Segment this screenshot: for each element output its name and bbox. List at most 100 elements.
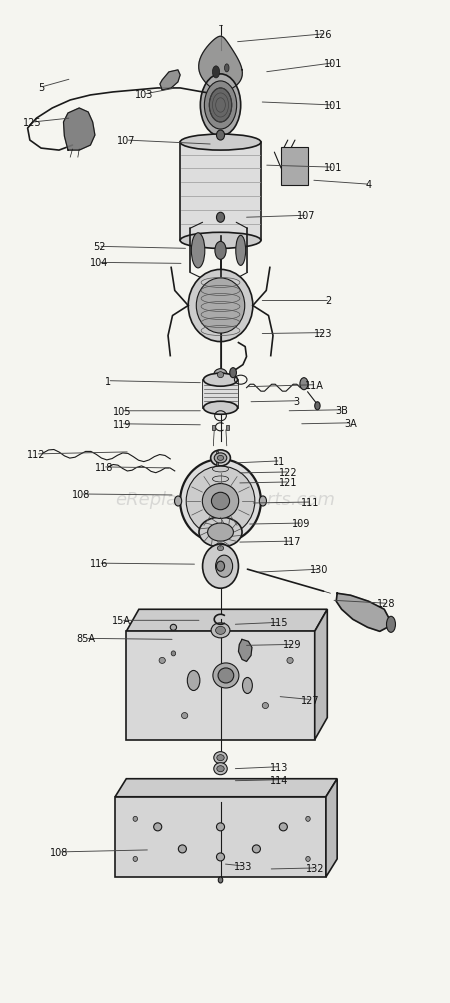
Text: 85A: 85A bbox=[76, 634, 95, 644]
Bar bbox=[281, 147, 308, 186]
Ellipse shape bbox=[178, 846, 186, 854]
Ellipse shape bbox=[216, 556, 233, 578]
Text: 114: 114 bbox=[270, 775, 288, 785]
Text: 107: 107 bbox=[117, 136, 135, 145]
Text: 116: 116 bbox=[90, 559, 108, 569]
Ellipse shape bbox=[180, 135, 261, 150]
Ellipse shape bbox=[202, 484, 238, 519]
Text: 122: 122 bbox=[279, 467, 297, 477]
Text: 3B: 3B bbox=[335, 405, 348, 415]
Polygon shape bbox=[63, 109, 95, 150]
Ellipse shape bbox=[196, 279, 245, 334]
Text: 119: 119 bbox=[112, 419, 131, 429]
Text: 127: 127 bbox=[301, 695, 320, 705]
Text: 11: 11 bbox=[273, 456, 285, 466]
Text: 101: 101 bbox=[324, 162, 342, 173]
Polygon shape bbox=[126, 632, 315, 740]
Text: 118: 118 bbox=[94, 462, 113, 472]
Polygon shape bbox=[203, 380, 238, 408]
Bar bbox=[212, 425, 215, 430]
Ellipse shape bbox=[225, 65, 229, 73]
Ellipse shape bbox=[200, 75, 241, 137]
Ellipse shape bbox=[306, 816, 310, 821]
Ellipse shape bbox=[212, 492, 230, 511]
Text: 11A: 11A bbox=[305, 380, 324, 390]
Ellipse shape bbox=[214, 453, 227, 463]
Text: 103: 103 bbox=[135, 90, 153, 100]
Bar bbox=[216, 451, 218, 454]
Ellipse shape bbox=[216, 823, 225, 831]
Ellipse shape bbox=[217, 372, 224, 378]
Ellipse shape bbox=[133, 816, 138, 821]
Text: 3: 3 bbox=[294, 396, 300, 406]
Ellipse shape bbox=[306, 857, 310, 862]
Text: 130: 130 bbox=[310, 565, 328, 575]
Ellipse shape bbox=[153, 823, 162, 831]
Text: 112: 112 bbox=[27, 449, 46, 459]
Polygon shape bbox=[115, 797, 326, 877]
Text: 125: 125 bbox=[23, 118, 41, 128]
Polygon shape bbox=[126, 610, 327, 632]
Polygon shape bbox=[326, 779, 337, 877]
Ellipse shape bbox=[214, 544, 227, 554]
Ellipse shape bbox=[216, 213, 225, 223]
Ellipse shape bbox=[186, 466, 255, 537]
Ellipse shape bbox=[218, 668, 234, 683]
Text: 133: 133 bbox=[234, 862, 252, 871]
Ellipse shape bbox=[211, 623, 230, 638]
Text: 121: 121 bbox=[279, 477, 297, 487]
Ellipse shape bbox=[300, 378, 308, 390]
Text: 52: 52 bbox=[93, 242, 106, 252]
Ellipse shape bbox=[204, 82, 237, 130]
Ellipse shape bbox=[207, 524, 234, 542]
Ellipse shape bbox=[191, 234, 205, 269]
Ellipse shape bbox=[262, 703, 269, 709]
Ellipse shape bbox=[188, 270, 253, 342]
Ellipse shape bbox=[170, 625, 176, 631]
Text: 4: 4 bbox=[365, 180, 372, 190]
Ellipse shape bbox=[252, 846, 261, 854]
Text: 129: 129 bbox=[283, 640, 302, 650]
Text: 115: 115 bbox=[270, 618, 288, 628]
Ellipse shape bbox=[216, 854, 225, 862]
Ellipse shape bbox=[214, 369, 227, 381]
Text: 113: 113 bbox=[270, 762, 288, 772]
Text: 126: 126 bbox=[315, 30, 333, 40]
Text: 132: 132 bbox=[306, 864, 324, 873]
Ellipse shape bbox=[181, 713, 188, 719]
Text: 101: 101 bbox=[324, 101, 342, 111]
Bar bbox=[226, 425, 229, 430]
Ellipse shape bbox=[217, 766, 224, 772]
Bar bbox=[216, 454, 218, 466]
Ellipse shape bbox=[217, 456, 224, 461]
Ellipse shape bbox=[243, 678, 252, 694]
Ellipse shape bbox=[214, 752, 227, 764]
Ellipse shape bbox=[175, 496, 182, 507]
Polygon shape bbox=[315, 610, 327, 740]
Ellipse shape bbox=[212, 67, 220, 79]
Ellipse shape bbox=[171, 651, 176, 656]
Ellipse shape bbox=[203, 402, 238, 415]
Ellipse shape bbox=[217, 755, 224, 761]
Ellipse shape bbox=[216, 627, 225, 635]
Polygon shape bbox=[115, 779, 337, 797]
Text: 101: 101 bbox=[324, 59, 342, 69]
Text: 3A: 3A bbox=[344, 418, 357, 428]
Polygon shape bbox=[160, 71, 180, 91]
Polygon shape bbox=[199, 37, 243, 93]
Text: 108: 108 bbox=[72, 489, 90, 499]
Text: 107: 107 bbox=[297, 211, 315, 221]
Text: 128: 128 bbox=[377, 599, 396, 609]
Ellipse shape bbox=[279, 823, 288, 831]
Ellipse shape bbox=[180, 459, 261, 544]
Text: 105: 105 bbox=[112, 406, 131, 416]
Ellipse shape bbox=[159, 658, 165, 664]
Ellipse shape bbox=[236, 236, 246, 266]
Ellipse shape bbox=[230, 368, 236, 378]
Ellipse shape bbox=[387, 617, 396, 633]
Ellipse shape bbox=[214, 763, 227, 775]
Ellipse shape bbox=[203, 374, 238, 387]
Ellipse shape bbox=[259, 496, 266, 507]
Ellipse shape bbox=[315, 402, 320, 410]
Text: eReplacementParts.com: eReplacementParts.com bbox=[115, 490, 335, 509]
